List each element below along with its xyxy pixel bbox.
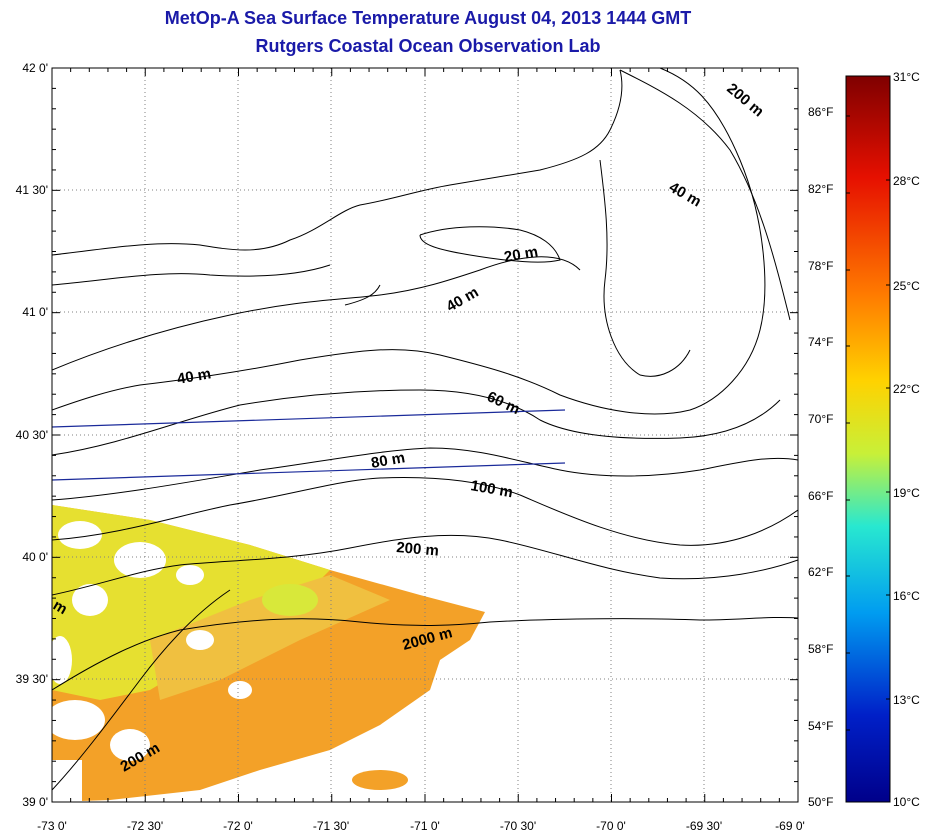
lat-label: 40 0' [22, 550, 48, 564]
map-subtitle: Rutgers Coastal Ocean Observation Lab [255, 36, 601, 56]
tick-marks [51, 67, 799, 803]
label-200m-1: 200 m [396, 539, 440, 560]
lat-label: 41 30' [16, 183, 48, 197]
sst-patch [352, 770, 408, 790]
track-south [51, 462, 566, 481]
c-label: 28°C [893, 174, 920, 188]
contour-200m-sw [52, 589, 231, 791]
lon-label: -73 0' [37, 819, 67, 833]
f-label: 86°F [808, 105, 833, 119]
contour-80m [52, 447, 798, 501]
contour-60m [52, 389, 781, 456]
label-60m: 60 m [484, 388, 522, 418]
c-label: 16°C [893, 589, 920, 603]
lat-labels: 42 0' 41 30' 41 0' 40 30' 40 0' 39 30' 3… [16, 61, 48, 809]
label-40m-1: 40 m [444, 284, 482, 316]
contour-100m [52, 477, 798, 546]
lon-label: -71 30' [313, 819, 349, 833]
c-label: 19°C [893, 486, 920, 500]
cape [599, 159, 691, 377]
lon-labels: -73 0' -72 30' -72 0' -71 30' -71 0' -70… [37, 819, 805, 833]
f-label: 62°F [808, 565, 833, 579]
contour-200m [52, 534, 798, 596]
contours [52, 68, 798, 791]
track-north [51, 409, 566, 428]
f-label: 54°F [808, 719, 833, 733]
c-label: 10°C [893, 795, 920, 809]
label-200m-2: 200 m [723, 80, 767, 120]
cloud-mask [52, 521, 252, 802]
label-100m: 100 m [469, 477, 514, 501]
c-label: 22°C [893, 382, 920, 396]
lat-label: 39 0' [22, 795, 48, 809]
contour-40m [52, 68, 766, 415]
lon-label: -72 0' [223, 819, 253, 833]
lon-label: -69 30' [686, 819, 722, 833]
f-label: 78°F [808, 259, 833, 273]
f-label: 70°F [808, 412, 833, 426]
island [419, 226, 561, 263]
celsius-labels: 31°C 28°C 25°C 22°C 19°C 16°C 13°C 10°C [893, 70, 920, 809]
sst-mid-band [150, 575, 390, 700]
lat-label: 39 30' [16, 672, 48, 686]
f-label: 82°F [808, 182, 833, 196]
f-label: 50°F [808, 795, 833, 809]
colorbar [845, 75, 891, 803]
f-label: 74°F [808, 335, 833, 349]
fahrenheit-labels: 86°F 82°F 78°F 74°F 70°F 66°F 62°F 58°F … [808, 105, 833, 809]
label-20m: 20 m [503, 243, 540, 266]
f-label: 66°F [808, 489, 833, 503]
label-40m-2: 40 m [176, 365, 213, 388]
contour-20m [52, 256, 581, 371]
lat-label: 41 0' [22, 305, 48, 319]
coastline [52, 69, 623, 256]
sst-green-patch [262, 584, 318, 616]
lat-label: 40 30' [16, 428, 48, 442]
c-label: 25°C [893, 279, 920, 293]
lon-label: -69 0' [775, 819, 805, 833]
lat-label: 42 0' [22, 61, 48, 75]
contour-200m-ne [619, 69, 791, 321]
label-40m-3: 40 m [666, 179, 704, 211]
lon-label: -72 30' [127, 819, 163, 833]
contour-2000m [52, 616, 798, 691]
map-title: MetOp-A Sea Surface Temperature August 0… [164, 8, 692, 28]
lon-label: -70 0' [596, 819, 626, 833]
colorbar-ticks [846, 115, 890, 731]
glider-tracks [51, 409, 566, 481]
c-label: 13°C [893, 693, 920, 707]
shoreline-2 [52, 264, 381, 306]
label-80m: 80 m [370, 449, 407, 472]
lon-label: -71 0' [410, 819, 440, 833]
f-label: 58°F [808, 642, 833, 656]
c-label: 31°C [893, 70, 920, 84]
lon-label: -70 30' [500, 819, 536, 833]
